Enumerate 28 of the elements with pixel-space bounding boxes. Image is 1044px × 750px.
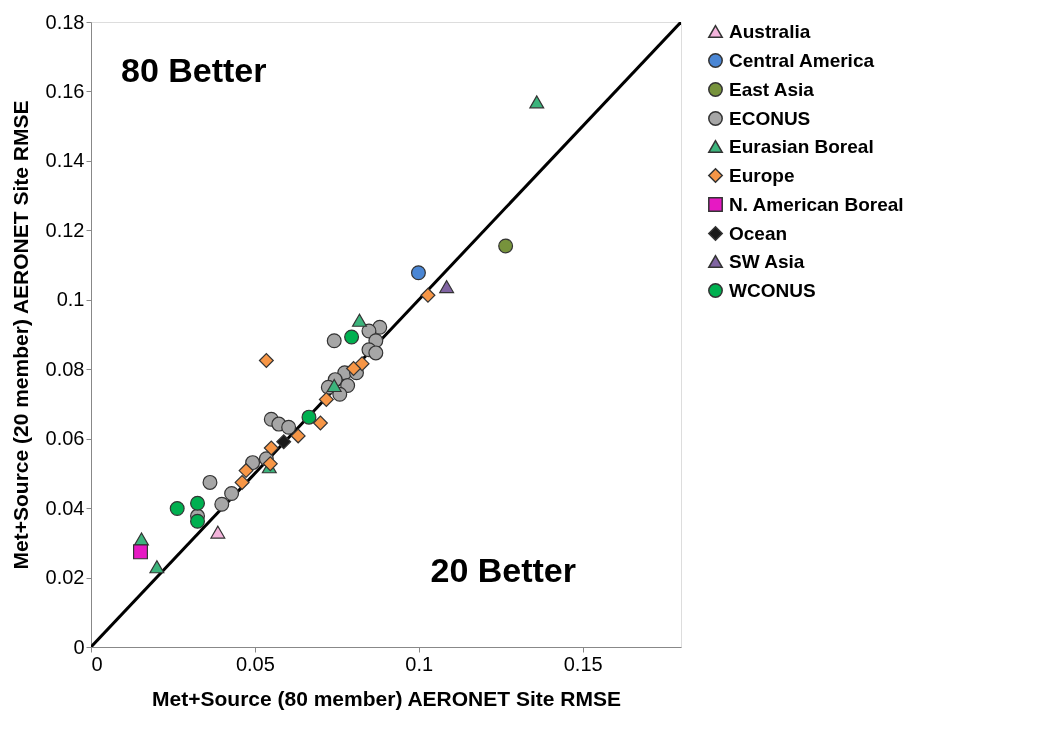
y-tick-label: 0.1	[56, 288, 85, 311]
legend-label: Central America	[729, 49, 875, 71]
y-tick-label: 0.04	[45, 496, 85, 519]
y-tick-label: 0.12	[45, 218, 85, 241]
x-axis-title: Met+Source (80 member) AERONET Site RMSE	[152, 686, 621, 710]
legend-label: SW Asia	[729, 250, 805, 272]
y-tick-label: 0.18	[45, 10, 85, 33]
legend-label: Europe	[729, 164, 795, 186]
legend-label: Australia	[729, 20, 811, 42]
x-tick-label: 0.05	[235, 652, 275, 675]
y-tick-label: 0	[73, 635, 85, 658]
y-tick-label: 0.16	[45, 79, 85, 102]
annotation: 20 Better	[430, 551, 576, 589]
legend-label: Ocean	[729, 222, 788, 244]
x-tick-label: 0.1	[405, 652, 434, 675]
legend-label: ECONUS	[729, 107, 811, 129]
legend-label: Eurasian Boreal	[729, 135, 874, 157]
legend-label: WCONUS	[729, 279, 816, 301]
legend-label: East Asia	[729, 78, 815, 100]
annotation: 80 Better	[121, 51, 267, 89]
y-axis-title: Met+Source (20 member) AERONET Site RMSE	[8, 100, 32, 570]
y-tick-label: 0.08	[45, 357, 85, 380]
legend-label: N. American Boreal	[729, 193, 904, 215]
x-tick-label: 0.15	[563, 652, 603, 675]
y-tick-label: 0.06	[45, 427, 85, 450]
y-tick-label: 0.14	[45, 149, 85, 172]
y-tick-label: 0.02	[45, 566, 85, 589]
x-tick-label: 0	[91, 652, 103, 675]
